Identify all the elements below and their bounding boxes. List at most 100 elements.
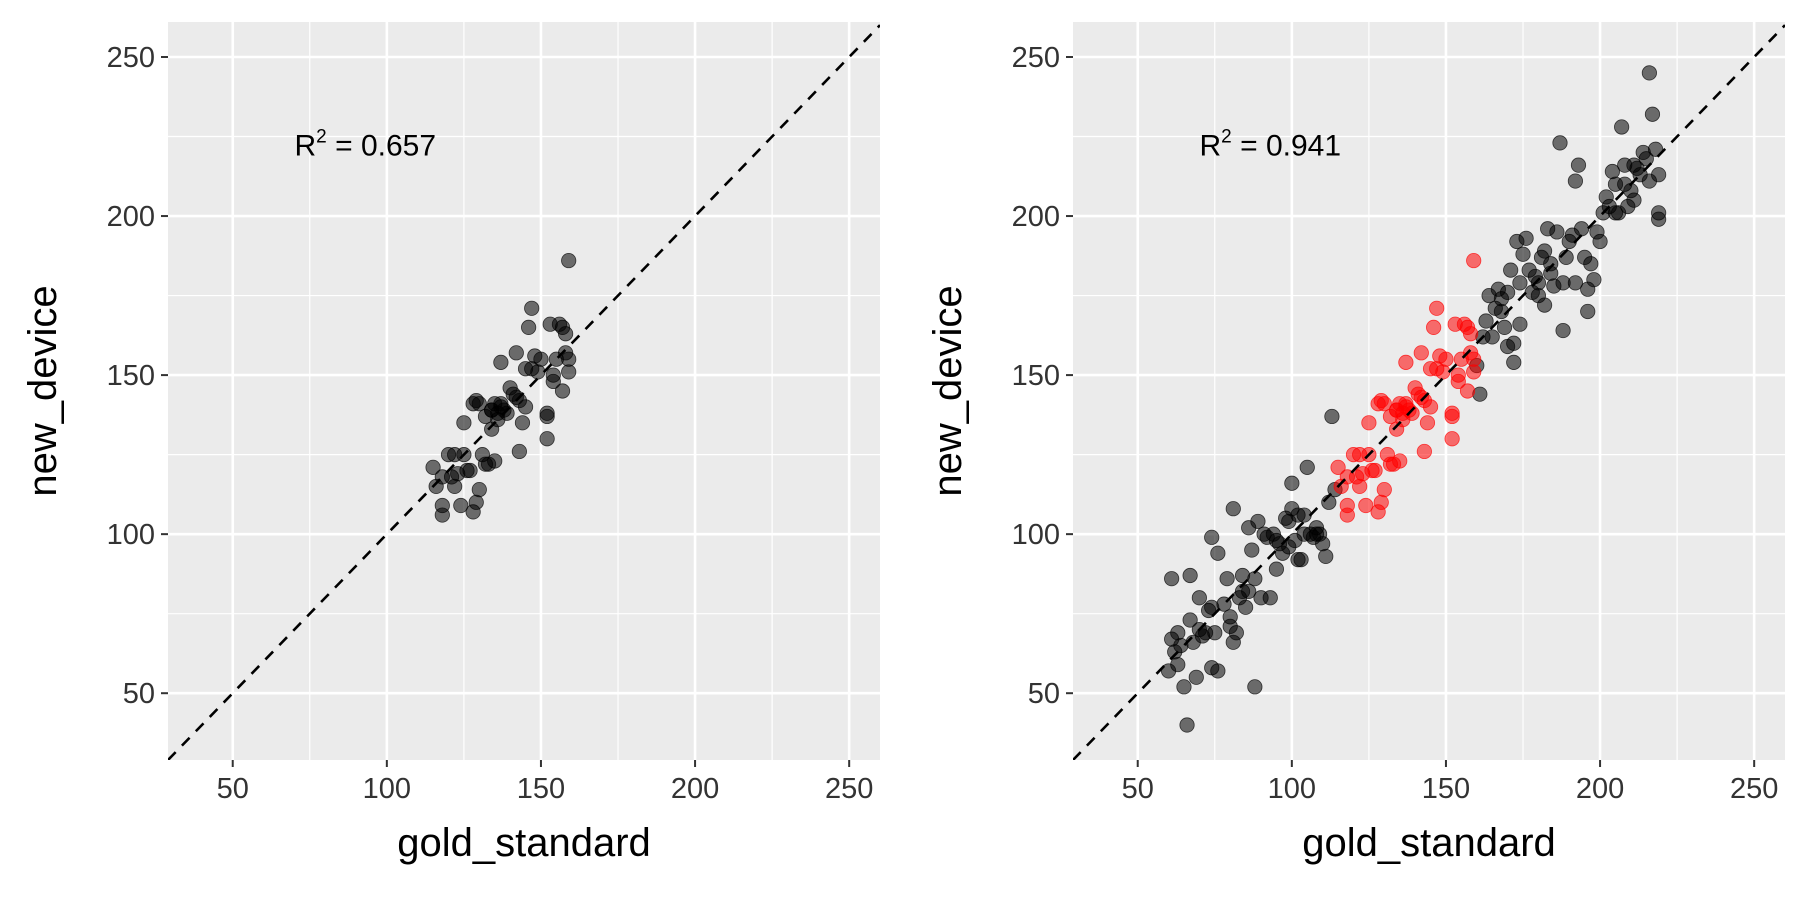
highlighted-data-point bbox=[1392, 453, 1408, 469]
data-point bbox=[1647, 141, 1664, 157]
x-tick-label: 100 bbox=[1268, 773, 1316, 805]
data-point bbox=[453, 497, 469, 514]
data-point bbox=[434, 507, 450, 523]
data-point bbox=[1570, 157, 1587, 173]
highlighted-data-point bbox=[1466, 252, 1482, 269]
data-point bbox=[1583, 256, 1599, 272]
data-point bbox=[1238, 599, 1254, 615]
highlighted-data-point bbox=[1438, 351, 1454, 367]
x-tick-label: 50 bbox=[1122, 773, 1154, 805]
y-tick-label: 250 bbox=[107, 42, 155, 74]
highlighted-data-point bbox=[1330, 459, 1346, 475]
data-point bbox=[1641, 65, 1657, 81]
data-point bbox=[1651, 167, 1667, 183]
data-point bbox=[1210, 663, 1226, 679]
highlighted-data-point bbox=[1459, 383, 1476, 399]
y-tick-label: 100 bbox=[1012, 519, 1060, 551]
data-point bbox=[1191, 590, 1207, 606]
data-point bbox=[1484, 329, 1500, 345]
data-point bbox=[1506, 354, 1522, 370]
data-point bbox=[508, 345, 524, 361]
data-point bbox=[1552, 135, 1568, 151]
y-tick-label: 200 bbox=[1012, 201, 1060, 233]
data-point bbox=[521, 319, 537, 335]
y-axis-title: new_device bbox=[926, 285, 970, 496]
data-point bbox=[1567, 173, 1584, 189]
data-point bbox=[1515, 246, 1531, 262]
highlighted-data-point bbox=[1339, 507, 1355, 523]
data-point bbox=[1324, 408, 1340, 425]
points-layer bbox=[1160, 65, 1667, 733]
data-point bbox=[561, 252, 577, 269]
highlighted-data-point bbox=[1352, 478, 1368, 495]
data-point bbox=[558, 326, 574, 342]
data-point bbox=[1247, 679, 1263, 695]
left-scatter-panel: 50 100 150 200 250 50 100 150 200 250 gold_standar… bbox=[21, 22, 880, 865]
data-point bbox=[1506, 335, 1522, 351]
data-point bbox=[1318, 548, 1334, 565]
data-point bbox=[468, 494, 484, 510]
data-point bbox=[1268, 561, 1285, 577]
data-point bbox=[1592, 233, 1608, 250]
x-axis-title: gold_standard bbox=[397, 821, 651, 865]
highlighted-data-point bbox=[1398, 354, 1414, 370]
data-point bbox=[1244, 542, 1260, 558]
data-point bbox=[1549, 224, 1565, 240]
data-point bbox=[561, 351, 577, 367]
r-squared-annotation: R2 = 0.941 bbox=[1200, 127, 1342, 163]
data-point bbox=[554, 383, 571, 399]
highlighted-data-point bbox=[1466, 364, 1482, 380]
data-point bbox=[1188, 669, 1204, 685]
data-point bbox=[1315, 536, 1331, 552]
data-point bbox=[471, 482, 487, 498]
data-point bbox=[524, 300, 540, 316]
x-axis-title: gold_standard bbox=[1302, 821, 1556, 865]
x-tick-label: 200 bbox=[671, 773, 719, 805]
y-tick-label: 50 bbox=[1028, 678, 1060, 710]
data-point bbox=[1586, 272, 1602, 288]
data-point bbox=[1614, 119, 1630, 135]
data-point bbox=[425, 459, 441, 475]
data-point bbox=[1293, 551, 1309, 568]
data-point bbox=[1176, 679, 1192, 695]
highlighted-data-point bbox=[1444, 408, 1460, 425]
data-point bbox=[1182, 612, 1198, 628]
highlighted-data-point bbox=[1435, 364, 1451, 380]
data-point bbox=[487, 453, 503, 469]
highlighted-data-point bbox=[1373, 494, 1389, 510]
x-tick-label: 150 bbox=[1422, 773, 1470, 805]
highlighted-data-point bbox=[1358, 497, 1374, 514]
y-tick-label: 150 bbox=[1012, 360, 1060, 392]
x-tick-label: 50 bbox=[217, 773, 249, 805]
identity-reference-line bbox=[168, 24, 880, 760]
highlighted-data-point bbox=[1463, 326, 1479, 342]
highlighted-data-point bbox=[1444, 431, 1460, 447]
x-tick-label: 200 bbox=[1576, 773, 1624, 805]
highlighted-data-point bbox=[1429, 300, 1445, 316]
highlighted-data-point bbox=[1450, 373, 1466, 390]
points-layer bbox=[425, 252, 577, 523]
data-point bbox=[1536, 243, 1553, 259]
x-tick-label: 250 bbox=[825, 773, 873, 805]
data-point bbox=[1219, 571, 1235, 587]
identity-reference-line bbox=[1073, 24, 1785, 760]
highlighted-data-point bbox=[1376, 482, 1392, 498]
data-point bbox=[1626, 192, 1642, 208]
data-point bbox=[493, 354, 509, 370]
data-point bbox=[539, 431, 555, 447]
data-point bbox=[1299, 459, 1315, 475]
highlighted-data-point bbox=[1416, 443, 1432, 460]
data-point bbox=[1262, 590, 1278, 606]
data-point bbox=[1164, 571, 1180, 587]
highlighted-data-point bbox=[1426, 319, 1442, 335]
data-point bbox=[1555, 322, 1571, 339]
data-point bbox=[1518, 230, 1534, 246]
y-tick-label: 150 bbox=[107, 360, 155, 392]
highlighted-data-point bbox=[1419, 415, 1436, 431]
data-point bbox=[1250, 513, 1266, 530]
data-point bbox=[1207, 625, 1223, 641]
data-point bbox=[1204, 529, 1220, 545]
plot-background bbox=[168, 22, 880, 760]
data-point bbox=[1182, 567, 1198, 584]
